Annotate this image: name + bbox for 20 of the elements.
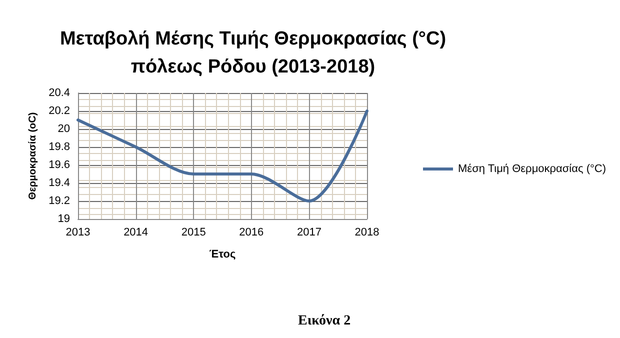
y-tick-label: 19 bbox=[58, 213, 70, 225]
legend-label: Μέση Τιμή Θερμοκρασίας (°C) bbox=[458, 163, 606, 175]
x-tick-label: 2014 bbox=[124, 226, 148, 238]
y-tick-label: 20.2 bbox=[48, 105, 70, 117]
chart-title: Μεταβολή Μέσης Τιμής Θερμοκρασίας (°C) πόλεως Ρόδου (2013-2018) bbox=[60, 28, 446, 78]
x-tick-label: 2013 bbox=[66, 226, 90, 238]
x-tick-label: 2015 bbox=[181, 226, 206, 238]
x-axis-title: Έτος bbox=[209, 248, 236, 260]
y-axis-title: Θερμοκρασία (oC) bbox=[28, 112, 38, 200]
y-tick-label: 20.4 bbox=[48, 87, 70, 99]
x-tick-label: 2018 bbox=[354, 226, 380, 238]
y-tick-label: 19.8 bbox=[48, 141, 70, 153]
y-tick-label: 19.2 bbox=[48, 195, 70, 207]
text: Εικόνα 2 bbox=[298, 314, 351, 328]
x-tick-label: 2017 bbox=[296, 226, 322, 238]
x-tick-label: 2016 bbox=[239, 226, 264, 238]
line-series bbox=[76, 110, 368, 202]
y-tick-label: 19.4 bbox=[48, 177, 70, 189]
y-tick-label: 20 bbox=[58, 123, 70, 135]
y-tick-label: 19.6 bbox=[48, 159, 70, 171]
